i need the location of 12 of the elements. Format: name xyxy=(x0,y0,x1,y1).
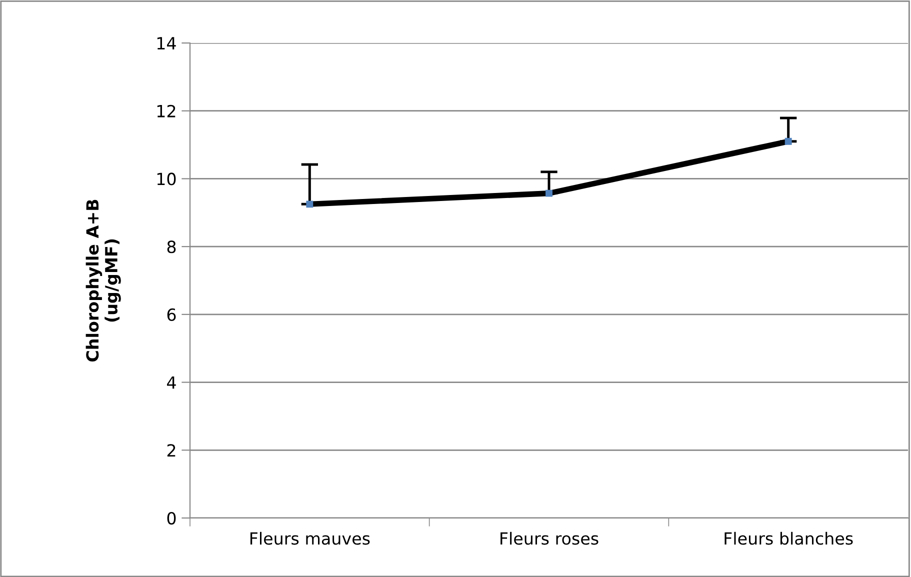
y-tick-label: 2 xyxy=(167,444,176,456)
x-tick-label: Fleurs mauves xyxy=(250,532,370,545)
x-tick-label: Fleurs blanches xyxy=(724,532,853,545)
y-tick-label: 0 xyxy=(167,512,176,525)
y-tick-label: 12 xyxy=(157,104,176,118)
x-tick-label: Fleurs roses xyxy=(500,532,598,545)
y-tick-label: 6 xyxy=(167,308,176,321)
y-axis-title: Chlorophylle A+B (ug/gMF) xyxy=(86,200,121,362)
y-tick-label: 14 xyxy=(157,37,176,50)
y-tick-label: 8 xyxy=(167,240,176,254)
y-tick-label: 10 xyxy=(157,172,176,186)
y-tick-label: 4 xyxy=(167,376,176,389)
